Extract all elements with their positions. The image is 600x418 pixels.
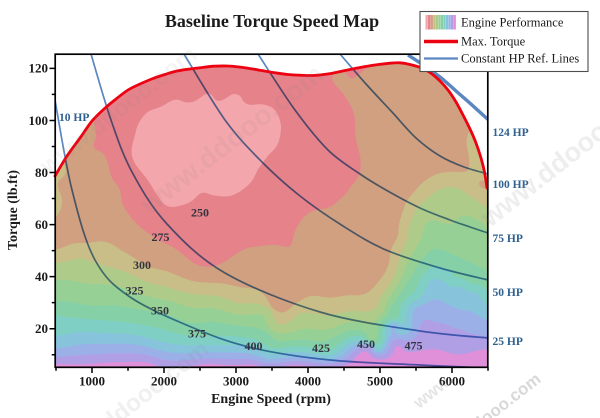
svg-text:Baseline Torque Speed Map: Baseline Torque Speed Map (165, 11, 379, 31)
svg-text:60: 60 (35, 217, 48, 232)
svg-text:300: 300 (133, 258, 151, 272)
svg-text:1000: 1000 (79, 374, 105, 389)
svg-text:75 HP: 75 HP (493, 233, 523, 245)
svg-text:2000: 2000 (151, 374, 177, 389)
svg-text:20: 20 (35, 321, 48, 336)
svg-text:250: 250 (191, 205, 209, 219)
svg-text:120: 120 (29, 61, 49, 76)
svg-text:Max. Torque: Max. Torque (461, 35, 526, 49)
svg-text:40: 40 (35, 269, 48, 284)
svg-text:Engine Speed (rpm): Engine Speed (rpm) (211, 392, 331, 407)
svg-text:50 HP: 50 HP (493, 287, 523, 299)
svg-text:80: 80 (35, 165, 48, 180)
svg-text:275: 275 (152, 230, 170, 244)
svg-text:10 HP: 10 HP (59, 112, 89, 124)
svg-text:350: 350 (151, 303, 169, 317)
svg-text:375: 375 (188, 327, 206, 341)
svg-text:425: 425 (312, 341, 330, 355)
svg-text:5000: 5000 (367, 374, 393, 389)
svg-text:6000: 6000 (439, 374, 465, 389)
svg-text:100: 100 (29, 113, 49, 128)
svg-text:124 HP: 124 HP (493, 127, 529, 139)
svg-text:450: 450 (357, 337, 375, 351)
svg-text:400: 400 (245, 339, 263, 353)
svg-text:325: 325 (126, 283, 144, 297)
svg-text:Torque (lb.ft): Torque (lb.ft) (6, 170, 21, 250)
svg-text:Engine Performance: Engine Performance (461, 16, 564, 30)
svg-text:100 HP: 100 HP (493, 179, 529, 191)
svg-text:475: 475 (405, 339, 423, 353)
svg-text:Constant HP Ref. Lines: Constant HP Ref. Lines (461, 52, 579, 66)
svg-text:3000: 3000 (223, 374, 249, 389)
svg-text:25 HP: 25 HP (493, 336, 523, 348)
svg-text:4000: 4000 (295, 374, 321, 389)
